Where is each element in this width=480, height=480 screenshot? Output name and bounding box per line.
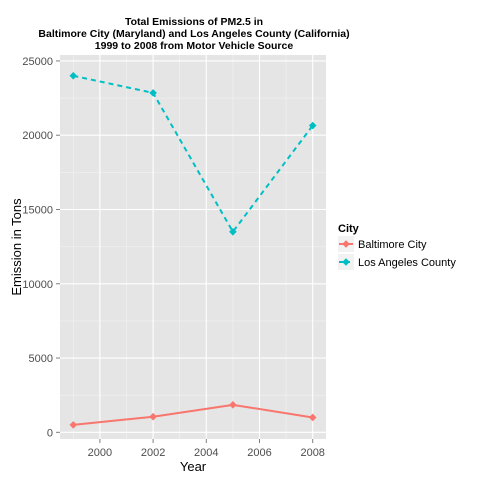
data-point [229,401,237,409]
y-tick-label: 10000 [22,279,53,291]
x-tick-label: 2008 [300,447,324,459]
title-line-3: 1999 to 2008 from Motor Vehicle Source [95,40,294,52]
legend-key-point [342,240,350,248]
x-tick-label: 2002 [141,447,165,459]
data-point [69,421,78,429]
y-axis: 0 5000 10000 15000 20000 25000 [22,56,60,439]
legend-item: Los Angeles County [338,254,456,270]
y-tick-label: 5000 [29,353,53,365]
x-tick-label: 2000 [88,447,112,459]
y-tick-label: 20000 [22,130,53,142]
chart-title: Total Emissions of PM2.5 in Baltimore Ci… [38,16,349,52]
x-axis: 2000 2002 2004 2006 2008 [88,439,325,459]
series-line-0 [73,403,313,426]
data-point [308,413,317,422]
title-line-1: Total Emissions of PM2.5 in [125,16,263,28]
legend: City Baltimore City Los Angeles County [338,223,456,270]
legend-title: City [338,223,360,235]
minor-gridlines [60,55,326,439]
y-tick-label: 0 [47,427,53,439]
x-tick-label: 2006 [247,447,271,459]
major-gridlines [60,55,326,439]
legend-item: Baltimore City [338,236,427,252]
data-point [149,412,157,421]
title-line-2: Baltimore City (Maryland) and Los Angele… [38,28,349,40]
series-line-1 [73,74,314,233]
y-tick-label: 25000 [22,56,53,68]
data-point [229,227,237,236]
data-point [308,121,317,130]
y-tick-label: 15000 [22,204,53,216]
data-point [69,71,78,80]
series-layer [69,71,317,429]
legend-label: Baltimore City [358,239,427,251]
legend-label: Los Angeles County [358,257,456,269]
x-axis-title: Year [180,459,207,474]
legend-key-point [342,258,350,266]
data-point [149,89,157,97]
y-axis-title: Emission in Tons [9,198,24,296]
x-tick-label: 2004 [194,447,218,459]
plot-panel [60,55,326,439]
